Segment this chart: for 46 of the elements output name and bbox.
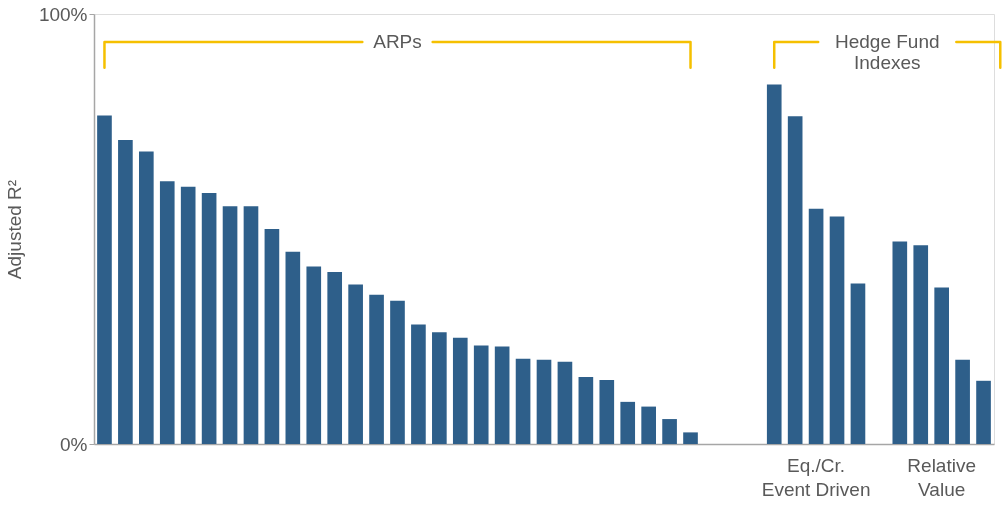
bar [285, 251, 301, 444]
bar [976, 380, 991, 444]
bar [808, 208, 824, 444]
bar [222, 206, 238, 444]
annotation: ARPs [373, 30, 422, 52]
bar [97, 115, 112, 444]
bar [118, 139, 133, 444]
bar [243, 206, 259, 444]
bar [369, 294, 384, 444]
bar [850, 283, 866, 444]
bar [934, 287, 949, 444]
bar [515, 358, 531, 444]
bar [159, 181, 175, 444]
bar [683, 432, 698, 444]
bar [599, 379, 615, 444]
bar [264, 229, 280, 444]
bar [641, 406, 656, 444]
bar [411, 324, 426, 444]
bar [473, 345, 489, 444]
bar [494, 346, 510, 444]
bar [829, 216, 845, 444]
bar [662, 419, 677, 444]
bar [557, 361, 573, 444]
bar [452, 337, 468, 444]
bar [180, 186, 196, 444]
bar [892, 241, 908, 444]
bar [536, 359, 552, 444]
bar [955, 359, 970, 444]
y-axis-title: Adjusted R² [3, 179, 25, 280]
y-tick-label: 0% [60, 433, 88, 455]
bar [913, 245, 929, 444]
bar [787, 116, 803, 444]
bar [620, 401, 636, 444]
bar [766, 84, 782, 444]
bar [432, 332, 447, 444]
bar [390, 300, 405, 444]
bar [201, 192, 217, 444]
annotation: Hedge Fund Indexes [834, 30, 940, 73]
x-tick-label: Relative Value [907, 454, 976, 500]
y-tick-label: 100% [38, 3, 88, 25]
bar [578, 376, 594, 444]
x-tick-label: Eq./Cr. Event Driven [761, 454, 871, 500]
bar [139, 151, 154, 444]
bar [306, 266, 322, 444]
bar [348, 284, 363, 444]
bar [327, 272, 343, 444]
